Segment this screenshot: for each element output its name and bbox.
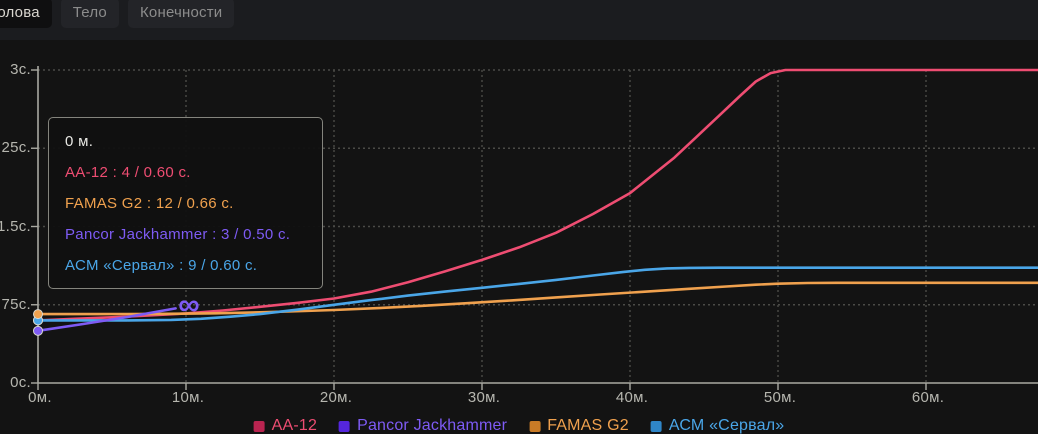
tooltip-distance-title: 0 м. — [65, 133, 94, 150]
legend-label: FAMAS G2 — [547, 417, 629, 434]
tooltip-row: FAMAS G2 : 12 / 0.66 с. — [65, 195, 234, 212]
tooltip-row: АСМ «Сервал» : 9 / 0.60 с. — [65, 257, 258, 274]
legend-label: AA-12 — [271, 417, 318, 434]
legend-swatch-icon — [529, 420, 541, 432]
body-part-tabbar: Голова Тело Конечности — [0, 0, 1038, 40]
tooltip-row: Pancor Jackhammer : 3 / 0.50 с. — [65, 226, 291, 243]
legend-swatch-icon — [650, 420, 662, 432]
legend-item[interactable]: FAMAS G2 — [529, 417, 629, 434]
tooltip-row: AA-12 : 4 / 0.60 с. — [65, 164, 191, 181]
tooltip-rows: AA-12 : 4 / 0.60 с. FAMAS G2 : 12 / 0.66 … — [65, 163, 306, 275]
legend-swatch-icon — [339, 420, 351, 432]
svg-text:∞: ∞ — [178, 289, 199, 322]
tab-list: Голова Тело Конечности — [0, 0, 1038, 28]
chart-tooltip: 0 м. AA-12 : 4 / 0.60 с. FAMAS G2 : 12 / … — [48, 117, 323, 289]
tab-limbs[interactable]: Конечности — [127, 0, 235, 28]
legend-item[interactable]: АСМ «Сервал» — [650, 417, 785, 434]
chart-legend: AA-12 Pancor Jackhammer FAMAS G2 АСМ «Серва… — [253, 417, 785, 434]
legend-item[interactable]: Pancor Jackhammer — [339, 417, 507, 434]
legend-swatch-icon — [253, 420, 265, 432]
tab-body[interactable]: Тело — [60, 0, 119, 28]
tab-head[interactable]: Голова — [0, 0, 52, 28]
legend-item[interactable]: AA-12 — [253, 417, 318, 434]
ttk-line-chart[interactable]: ∞ 0с.0.75с.1.5с.2.25с.3с. 0м.10м.20м.30м… — [0, 40, 1038, 434]
legend-label: Pancor Jackhammer — [357, 417, 508, 434]
chart-plot-area[interactable]: ∞ — [0, 40, 1038, 434]
legend-label: АСМ «Сервал» — [668, 417, 785, 434]
